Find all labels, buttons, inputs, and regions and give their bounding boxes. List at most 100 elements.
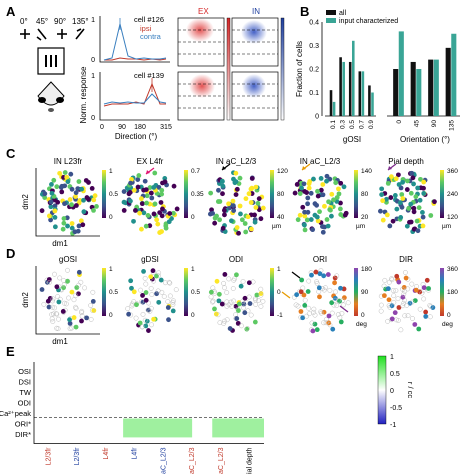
cell-dot (158, 200, 164, 205)
cell-dot-empty (323, 320, 329, 326)
cell-dot-empty (335, 312, 341, 317)
cell-dot (48, 217, 54, 223)
cell-dot (298, 309, 304, 314)
colorbar-tick: 0.7 (191, 168, 200, 175)
b-xtick: 0.5 (349, 120, 356, 129)
cell-dot (238, 283, 244, 289)
cell-dot (384, 196, 389, 202)
cell-dot (421, 285, 427, 291)
b-bar (352, 40, 355, 116)
cell-dot (137, 320, 143, 326)
cell-dot (171, 210, 176, 216)
cell-dot-empty (162, 280, 168, 286)
cell-dot (243, 196, 249, 202)
cell-dot-empty (321, 320, 327, 326)
cell-dot-empty (148, 285, 154, 291)
cell-dot-empty (409, 281, 415, 287)
b-xtick: 0 (396, 120, 403, 124)
cell-dot (313, 269, 319, 275)
cell-dot-empty (146, 300, 151, 306)
cell-dot (332, 280, 337, 286)
cell-dot (207, 211, 213, 217)
cell-dot (253, 184, 259, 190)
cell-dot (162, 179, 168, 185)
panel-letter-e: E (6, 344, 15, 359)
cell-dot (320, 182, 326, 187)
cell-dot (55, 199, 61, 205)
cell-dot (236, 308, 241, 313)
b-bar (329, 90, 333, 116)
colorbar (184, 170, 188, 218)
cell-dot (48, 204, 54, 210)
cell-dot-empty (215, 312, 221, 318)
cell-dot (92, 193, 98, 199)
cell-dot (208, 289, 214, 295)
cell-dot (52, 208, 58, 214)
panel-letter-d: D (6, 246, 15, 261)
cell-dot-empty (224, 299, 230, 305)
cell-dot-empty (427, 314, 433, 320)
cell-dot (89, 185, 95, 191)
cell-dot-empty (56, 316, 61, 322)
cell-dot-empty (217, 320, 223, 326)
cell-dot-empty (395, 317, 401, 323)
cell-dot (332, 275, 338, 281)
cell-dot (73, 324, 79, 330)
cell-dot-empty (145, 307, 151, 313)
cell-dot (421, 185, 426, 191)
cell-dot (306, 185, 312, 191)
colorbar (102, 170, 106, 218)
cell-dot (320, 192, 326, 198)
cell-dot (65, 278, 70, 284)
b-bar (451, 33, 457, 116)
colorbar-tick: 80 (361, 191, 369, 198)
arrow-icon (281, 291, 291, 299)
cell-dot (157, 230, 163, 235)
cell-dot-empty (167, 293, 173, 299)
cell-dot-empty (173, 287, 179, 293)
cell-dot (137, 210, 143, 216)
cell-dot-empty (400, 303, 406, 309)
e-col-label: L4fr (103, 447, 110, 460)
cell-dot (54, 284, 60, 290)
cell-dot (67, 321, 73, 326)
cell-dot (418, 176, 423, 182)
cell-dot (308, 217, 314, 222)
cell-dot (71, 315, 77, 320)
cell-dot (220, 191, 225, 197)
cell-dot (252, 219, 258, 225)
mouse-head-icon (37, 81, 65, 112)
cell-dot (393, 176, 399, 182)
colorbar-unit: µm (356, 223, 365, 230)
cell-dot (156, 299, 162, 305)
b-ytick: 0.2 (309, 67, 319, 74)
cell-dot (220, 183, 226, 189)
cell-dot-empty (232, 276, 238, 282)
cell-dot-empty (405, 286, 411, 292)
cell-dot-empty (229, 303, 235, 309)
cell-dot (84, 195, 90, 200)
cell-dot (79, 318, 84, 324)
colorbar (184, 268, 188, 316)
cell-dot (260, 205, 266, 211)
cell-dot-empty (224, 303, 230, 309)
colorbar-tick: 80 (277, 191, 285, 198)
cell-dot (216, 298, 222, 304)
cell-dot (242, 310, 248, 316)
cell-dot-empty (73, 304, 78, 310)
b-bar (348, 61, 352, 116)
cell-dot (131, 218, 136, 224)
cell-dot-empty (302, 297, 308, 303)
colorbar-tick: 1 (277, 266, 281, 273)
cell-dot (317, 209, 322, 215)
cell-dot (141, 210, 147, 216)
cell-dot (308, 190, 314, 196)
cell-dot-empty (378, 308, 384, 314)
cell-dot (83, 178, 89, 183)
cell-dot (387, 223, 393, 229)
cell-dot-empty (304, 313, 310, 319)
cell-dot (253, 205, 259, 210)
e-row-label: DIR* (15, 430, 31, 439)
cell-dot (301, 292, 307, 298)
map-title: gDSI (141, 255, 159, 264)
